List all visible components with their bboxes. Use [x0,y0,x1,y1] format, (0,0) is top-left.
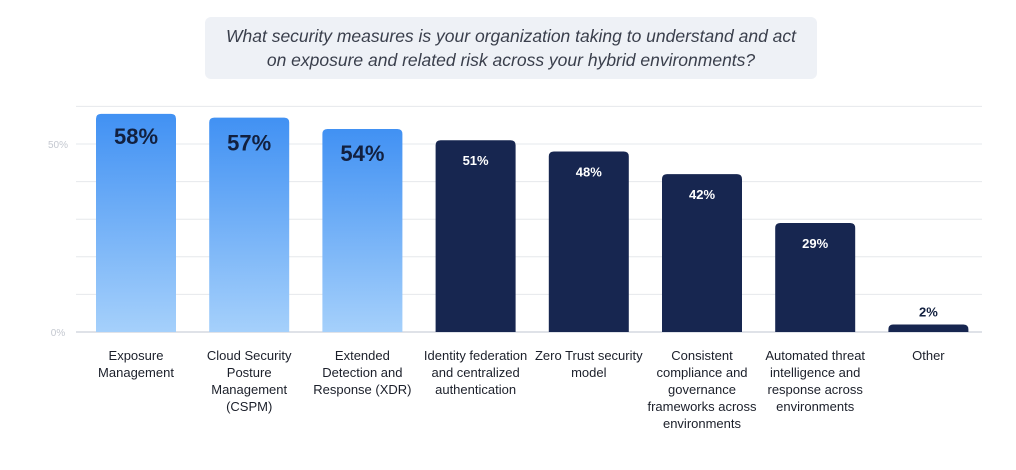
bar [888,324,969,332]
x-tick-label: Other [912,348,945,363]
chart-title-text: What security measures is your organizat… [225,26,797,70]
bar [209,117,290,333]
bar [775,222,856,332]
data-label: 29% [802,236,828,251]
chart-title: What security measures is your organizat… [205,17,817,79]
data-label: 48% [576,165,602,180]
x-tick-label: Automated threat intelligence and respon… [765,348,866,414]
x-tick-label: Cloud Security Posture Management (CSPM) [206,348,292,414]
data-label: 2% [919,304,938,319]
x-tick-label: Exposure Management [98,348,174,380]
y-tick-label: 0% [51,328,66,339]
data-label: 51% [463,153,489,168]
x-tick-label: Consistent compliance and governance fra… [647,348,757,431]
bar [662,174,742,332]
bar [435,140,516,332]
data-label: 58% [114,124,158,149]
bar [548,151,629,332]
data-label: 42% [689,187,715,202]
x-tick-label: Zero Trust security model [534,348,643,380]
x-tick-label: Identity federation and centralized auth… [423,348,528,397]
x-tick-label: Extended Detection and Response (XDR) [313,348,412,397]
data-label: 54% [340,141,384,166]
data-label: 57% [227,131,271,156]
bar [96,113,176,332]
bar [322,128,403,332]
y-tick-label: 50% [48,140,68,151]
